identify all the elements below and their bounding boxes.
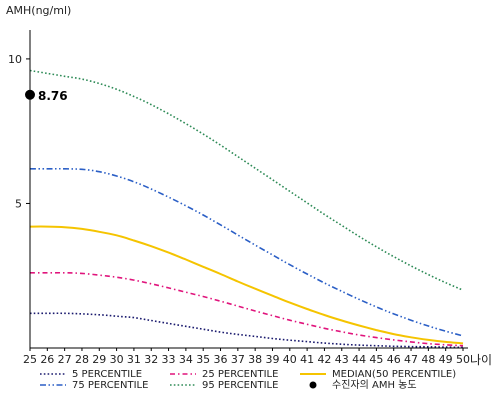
x-tick-label: 46 (387, 353, 401, 366)
x-tick-label: 27 (58, 353, 72, 366)
patient-amh-value-label: 8.76 (38, 89, 68, 103)
x-tick-label: 42 (317, 353, 331, 366)
x-tick-label: 36 (214, 353, 228, 366)
y-tick-label: 10 (8, 53, 22, 66)
series-line-0 (30, 312, 464, 349)
legend-label: 5 PERCENTILE (72, 369, 142, 380)
legend-label: 수진자의 AMH 농도 (332, 379, 417, 391)
x-tick-label: 49 (439, 353, 453, 366)
x-tick-label: 41 (300, 353, 314, 366)
x-tick-label: 43 (335, 353, 349, 366)
series-line-2 (29, 225, 464, 345)
x-tick-label: 33 (162, 353, 176, 366)
x-tick-label: 50 (456, 353, 470, 366)
legend-label: 95 PERCENTILE (202, 380, 278, 391)
x-tick-label: 25 (23, 353, 37, 366)
patient-marker: 8.76 (25, 89, 68, 103)
x-tick-label: 40 (283, 353, 297, 366)
legend: 5 PERCENTILE 25 PERCENTILE MEDIAN(50 PERCE… (40, 369, 456, 391)
y-axis-label: AMH(ng/ml) (6, 4, 71, 17)
legend-marker-swatch (309, 381, 317, 389)
x-tick-label: 26 (40, 353, 54, 366)
series-lines (29, 69, 464, 349)
x-tick-label: 34 (179, 353, 193, 366)
x-tick-label: 31 (127, 353, 141, 366)
x-tick-label: 39 (265, 353, 279, 366)
series-line-1 (30, 271, 464, 347)
x-ticks: 25 26 27 28 29 30 31 32 33 34 35 36 37 38 39 40 41 42 43 44… (23, 348, 470, 366)
x-tick-label: 48 (421, 353, 435, 366)
y-tick-label: 5 (15, 197, 22, 210)
x-tick-label: 37 (231, 353, 245, 366)
x-tick-label: 29 (92, 353, 106, 366)
y-ticks: 5 10 (8, 53, 30, 210)
patient-amh-point (25, 89, 35, 100)
x-tick-label: 32 (144, 353, 158, 366)
x-tick-label: 45 (369, 353, 383, 366)
legend-label: 25 PERCENTILE (202, 369, 278, 380)
legend-label: MEDIAN(50 PERCENTILE) (332, 369, 456, 380)
x-tick-label: 47 (404, 353, 418, 366)
x-tick-label: 30 (110, 353, 124, 366)
series-line-3 (30, 167, 464, 337)
x-tick-label: 38 (248, 353, 262, 366)
x-tick-label: 35 (196, 353, 210, 366)
x-axis-label: 나이 (470, 353, 492, 367)
legend-label: 75 PERCENTILE (72, 380, 148, 391)
series-line-4 (29, 69, 464, 291)
x-tick-label: 44 (352, 353, 366, 366)
x-tick-label: 28 (75, 353, 89, 366)
